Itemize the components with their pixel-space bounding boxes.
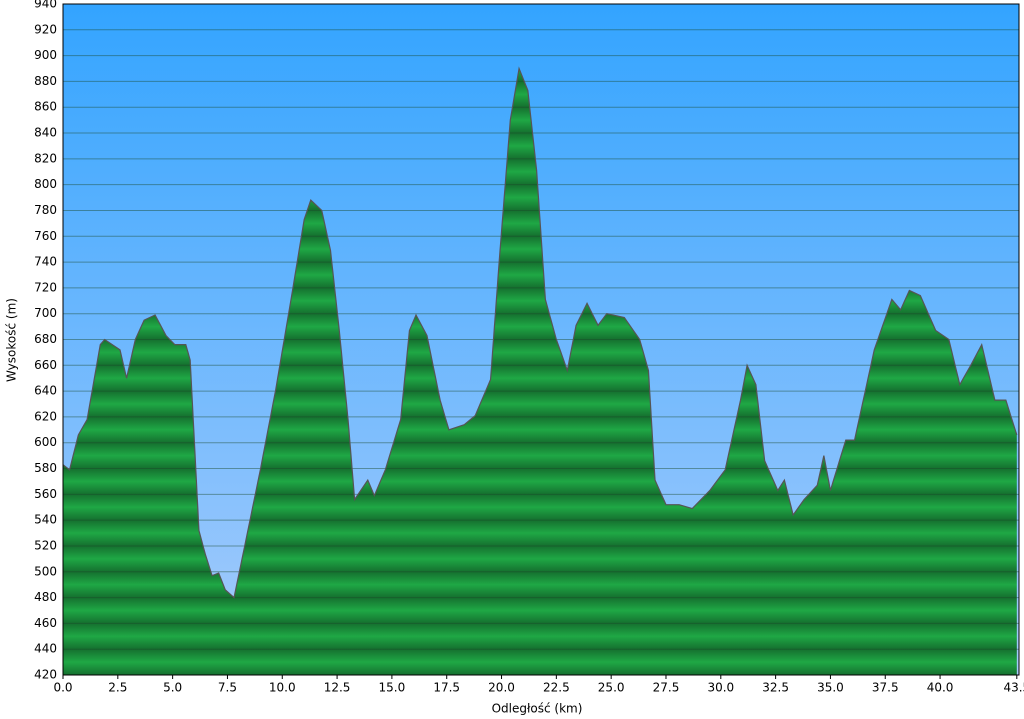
y-tick-label: 420	[34, 668, 57, 682]
x-axis-label: Odległość (km)	[492, 702, 583, 716]
y-tick-label: 640	[34, 384, 57, 398]
y-tick-label: 720	[34, 280, 57, 294]
x-tick-label: 30.0	[707, 681, 734, 695]
y-tick-label: 920	[34, 22, 57, 36]
y-tick-label: 820	[34, 151, 57, 165]
y-tick-label: 480	[34, 590, 57, 604]
x-tick-label: 20.0	[488, 681, 515, 695]
y-tick-label: 620	[34, 409, 57, 423]
x-tick-label: 5.0	[163, 681, 182, 695]
y-tick-label: 860	[34, 100, 57, 114]
y-tick-label: 880	[34, 74, 57, 88]
x-tick-label: 17.5	[433, 681, 460, 695]
x-tick-label: 10.0	[269, 681, 296, 695]
y-tick-label: 560	[34, 487, 57, 501]
y-tick-label: 600	[34, 435, 57, 449]
plot-frame	[62, 3, 1020, 676]
y-tick-label: 440	[34, 642, 57, 656]
x-tick-label: 32.5	[762, 681, 789, 695]
elevation-outline	[62, 66, 1018, 599]
x-tick-label: 40.0	[927, 681, 954, 695]
y-tick-label: 460	[34, 616, 57, 630]
x-tick-label: 43.5	[1003, 681, 1024, 695]
y-axis-label: Wysokość (m)	[5, 298, 19, 382]
y-tick-label: 780	[34, 203, 57, 217]
x-tick-label: 0.0	[53, 681, 72, 695]
y-tick-label: 800	[34, 177, 57, 191]
x-tick-label: 27.5	[653, 681, 680, 695]
x-tick-label: 25.0	[598, 681, 625, 695]
x-tick-label: 7.5	[218, 681, 237, 695]
y-tick-label: 900	[34, 48, 57, 62]
x-tick-label: 22.5	[543, 681, 570, 695]
x-tick-label: 37.5	[872, 681, 899, 695]
y-tick-label: 740	[34, 255, 57, 269]
y-tick-label: 680	[34, 332, 57, 346]
x-tick-label: 35.0	[817, 681, 844, 695]
y-tick-label: 580	[34, 461, 57, 475]
y-tick-label: 700	[34, 306, 57, 320]
y-tick-label: 520	[34, 538, 57, 552]
x-tick-label: 12.5	[324, 681, 351, 695]
elevation-area	[63, 68, 1017, 676]
y-tick-label: 660	[34, 358, 57, 372]
x-tick-label: 2.5	[108, 681, 127, 695]
y-tick-label: 760	[34, 229, 57, 243]
y-tick-label: 500	[34, 564, 57, 578]
y-tick-label: 840	[34, 126, 57, 140]
x-tick-label: 15.0	[379, 681, 406, 695]
y-tick-label: 940	[34, 0, 57, 11]
y-tick-label: 540	[34, 513, 57, 527]
